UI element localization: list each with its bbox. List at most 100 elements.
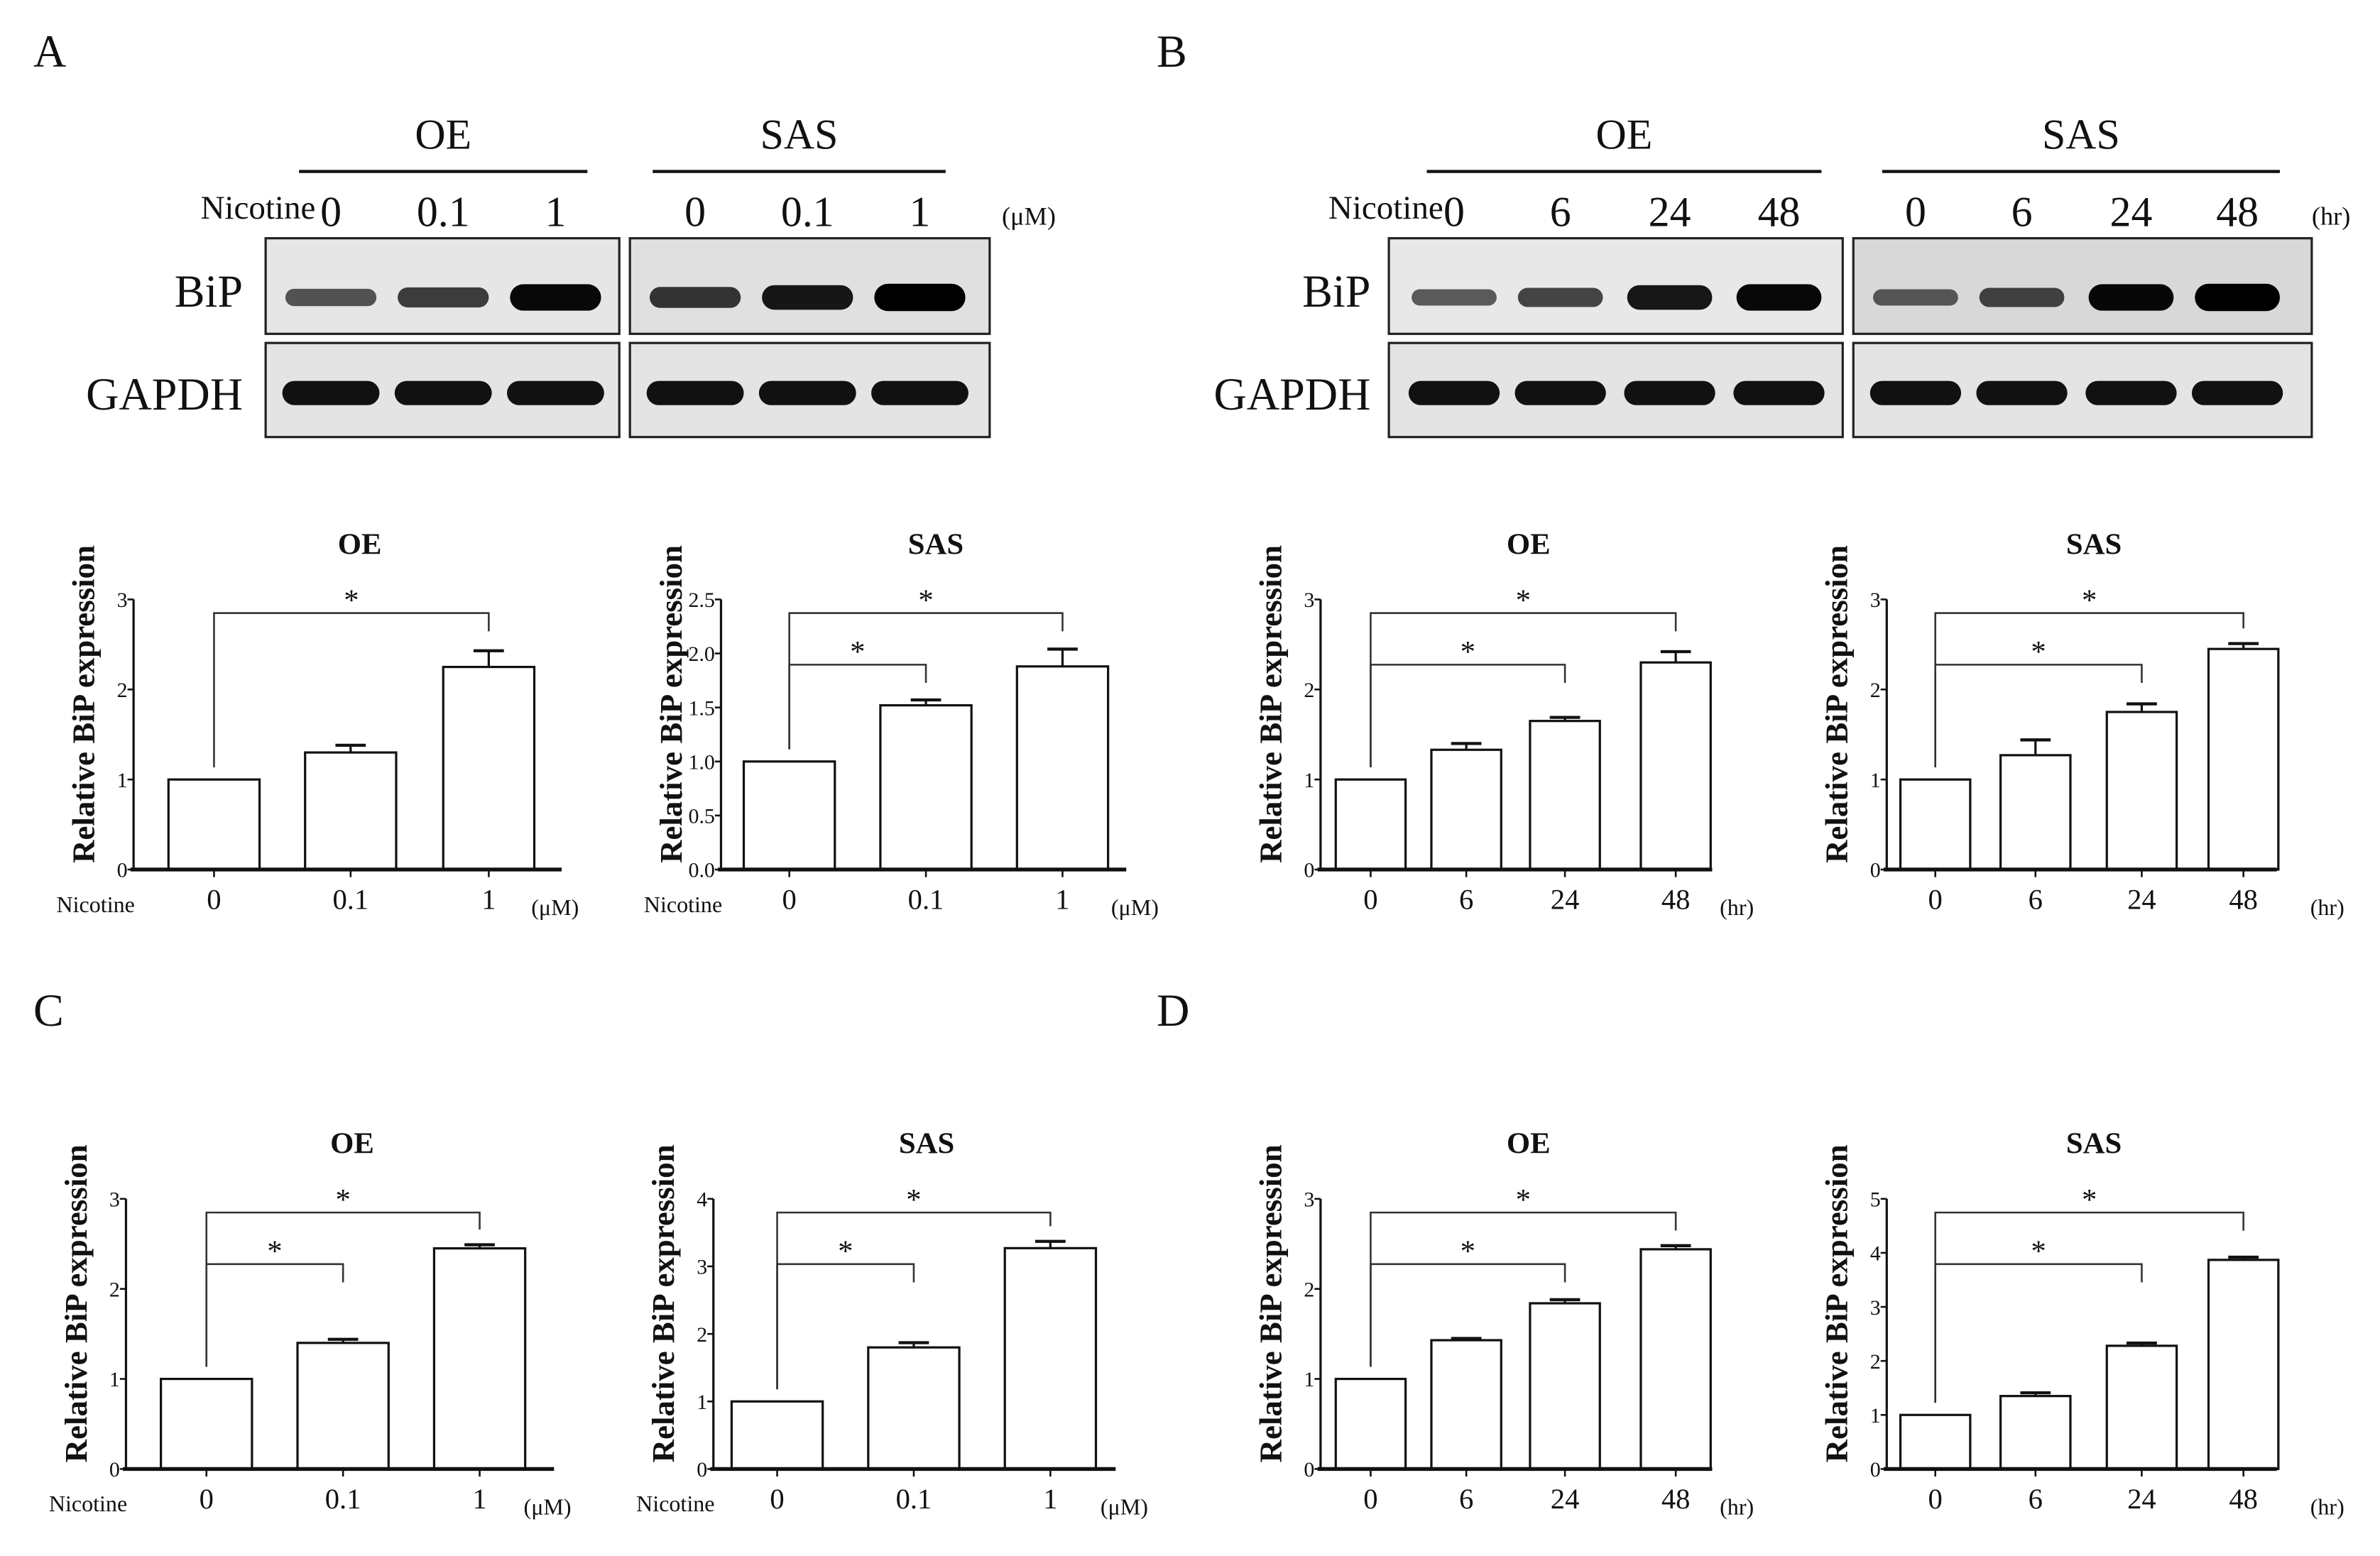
gapdh-band bbox=[1869, 380, 1962, 405]
chart-d-oe: OE Relative BiP expression 0 1 2 3 0 6 24 48 * * (hr… bbox=[1252, 1127, 1754, 1520]
bar bbox=[867, 1346, 961, 1470]
bip-band bbox=[649, 287, 741, 308]
treatment-label: Nicotine bbox=[1328, 190, 1443, 226]
x-tick-label: 0 bbox=[1363, 1483, 1377, 1515]
bar bbox=[160, 1377, 253, 1470]
x-unit-label: (μM) bbox=[524, 1494, 572, 1520]
group-label: SAS bbox=[760, 111, 839, 158]
y-tick-label: 4 bbox=[697, 1188, 707, 1212]
significance-bracket bbox=[1934, 612, 2244, 768]
x-tick-label: 0.1 bbox=[325, 1483, 361, 1515]
y-axis-label: Relative BiP expression bbox=[66, 545, 102, 863]
y-tick-label: 1 bbox=[697, 1391, 707, 1414]
bar bbox=[1899, 1413, 1972, 1470]
group-label: SAS bbox=[2042, 111, 2120, 158]
x-tick-label: 24 bbox=[2127, 884, 2156, 916]
gapdh-band bbox=[758, 380, 856, 405]
blot-panel-a: OE 0 0.1 1 SAS 0 0.1 1 Nicotine (μM) BiP GAPDH bbox=[86, 111, 1056, 439]
y-tick-label: 2 bbox=[697, 1323, 707, 1347]
significance-bracket bbox=[776, 1263, 915, 1390]
bip-band bbox=[1873, 289, 1958, 306]
group-label: OE bbox=[1596, 111, 1653, 158]
x-tick-label: 0 bbox=[1928, 1483, 1943, 1515]
y-tick-label: 0 bbox=[1870, 859, 1881, 882]
x-tick-label: 24 bbox=[1551, 1483, 1580, 1515]
panel-letter-b: B bbox=[1157, 26, 1187, 77]
lane-label: 0.1 bbox=[781, 189, 834, 236]
bar bbox=[432, 1247, 527, 1470]
bar bbox=[2105, 1344, 2178, 1470]
x-unit-label: (hr) bbox=[2310, 894, 2344, 920]
significance-bracket bbox=[788, 664, 927, 750]
significance-bracket bbox=[205, 1263, 344, 1367]
gapdh-band bbox=[1733, 380, 1825, 405]
chart-title: SAS bbox=[2066, 527, 2122, 561]
x-tick-label: 48 bbox=[1661, 884, 1691, 916]
lane-label: 0.1 bbox=[417, 189, 470, 236]
y-tick-label: 0 bbox=[697, 1458, 707, 1481]
x-tick-label: 0 bbox=[207, 884, 221, 916]
significance-asterisk: * bbox=[344, 584, 359, 617]
row-label-gapdh: GAPDH bbox=[1214, 369, 1371, 420]
panel-letter-a: A bbox=[33, 26, 66, 77]
x-tick-label: 0 bbox=[1928, 884, 1943, 916]
y-tick-label: 2 bbox=[117, 679, 128, 702]
bar bbox=[296, 1342, 390, 1470]
y-tick-label: 1.5 bbox=[689, 696, 715, 720]
bar bbox=[2105, 711, 2178, 871]
y-tick-label: 3 bbox=[117, 588, 128, 612]
bip-band bbox=[2195, 283, 2280, 312]
significance-bracket bbox=[213, 612, 490, 768]
gapdh-band bbox=[1408, 380, 1500, 405]
chart-title: OE bbox=[1507, 527, 1551, 561]
lane-label: 6 bbox=[2011, 189, 2033, 236]
chart-title: OE bbox=[1507, 1127, 1551, 1161]
chart-title: SAS bbox=[899, 1127, 954, 1161]
lane-label: 0 bbox=[684, 189, 706, 236]
x-tick-label: 48 bbox=[2229, 1483, 2258, 1515]
x-tick-label: 48 bbox=[2229, 884, 2258, 916]
treatment-label: Nicotine bbox=[200, 190, 315, 226]
significance-asterisk: * bbox=[267, 1235, 282, 1269]
bip-band bbox=[510, 284, 601, 311]
bip-band bbox=[762, 285, 853, 310]
y-tick-label: 1 bbox=[117, 769, 128, 792]
x-unit-label: (μM) bbox=[1111, 894, 1159, 920]
y-tick-label: 1.0 bbox=[689, 750, 715, 774]
y-tick-label: 0 bbox=[1870, 1458, 1881, 1481]
lane-label: 24 bbox=[2110, 189, 2153, 236]
significance-bracket bbox=[1370, 1211, 1677, 1367]
chart-b-oe: OE Relative BiP expression 0 1 2 3 0 6 24 48 * * (hr… bbox=[1252, 527, 1754, 920]
bar bbox=[2207, 1259, 2280, 1470]
lane-label: 1 bbox=[910, 189, 931, 236]
x-tick-label: 24 bbox=[1551, 884, 1580, 916]
y-tick-label: 3 bbox=[1304, 588, 1314, 612]
bip-band bbox=[1736, 284, 1822, 311]
row-label-bip: BiP bbox=[1302, 266, 1370, 317]
y-tick-label: 3 bbox=[1304, 1188, 1314, 1212]
y-tick-label: 0 bbox=[117, 859, 128, 882]
x-tick-label: 0.1 bbox=[896, 1483, 932, 1515]
x-unit-label: (hr) bbox=[1720, 894, 1754, 920]
significance-asterisk: * bbox=[1461, 1235, 1475, 1269]
x-tick-label: 6 bbox=[2029, 1483, 2043, 1515]
y-axis-label: Relative BiP expression bbox=[653, 545, 689, 863]
bar bbox=[442, 665, 536, 871]
chart-a-oe: OE Relative BiP expression 0 1 2 3 0 0.1 1 * Nicot… bbox=[57, 527, 579, 920]
bar bbox=[167, 778, 261, 871]
bar bbox=[1639, 661, 1712, 871]
y-tick-label: 3 bbox=[1870, 1296, 1881, 1320]
lane-label: 24 bbox=[1649, 189, 1691, 236]
y-tick-label: 5 bbox=[1870, 1188, 1881, 1212]
bar bbox=[1334, 778, 1407, 871]
unit-label: (hr) bbox=[2312, 202, 2350, 230]
x-unit-label: (hr) bbox=[1720, 1494, 1754, 1520]
y-tick-label: 3 bbox=[109, 1188, 120, 1212]
chart-title: SAS bbox=[908, 527, 964, 561]
x-axis-label: Nicotine bbox=[636, 1491, 714, 1516]
y-tick-label: 2 bbox=[109, 1278, 120, 1301]
y-tick-label: 0 bbox=[109, 1458, 120, 1481]
bar bbox=[1899, 778, 1972, 871]
bar bbox=[1529, 720, 1601, 871]
